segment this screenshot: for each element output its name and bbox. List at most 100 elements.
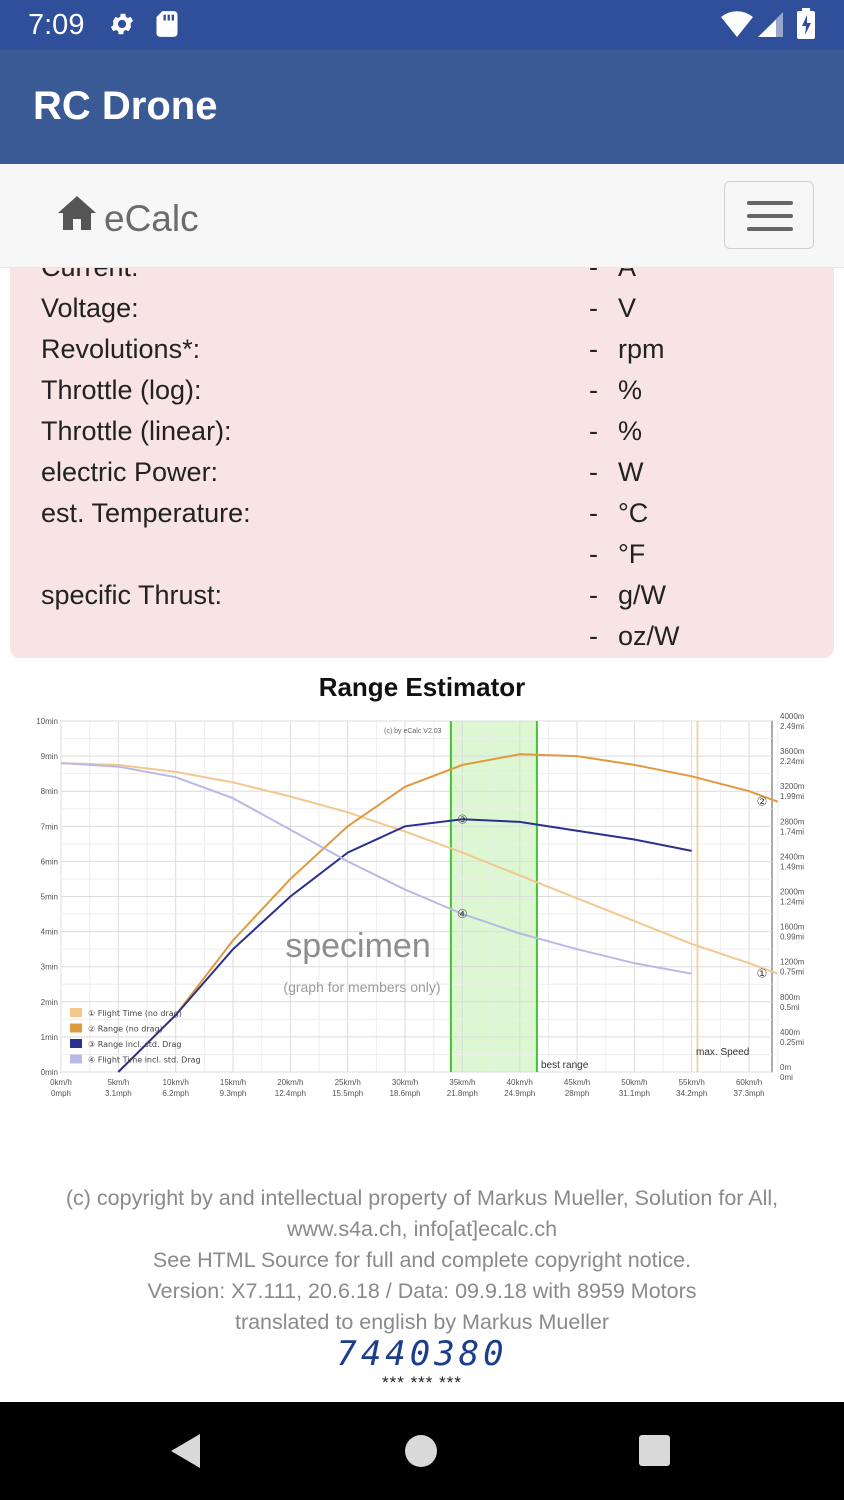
result-unit: V [618, 293, 637, 323]
legend-label: ② Range (no drag) [88, 1025, 163, 1034]
y-right-tick-label: 1.49mi [780, 862, 804, 871]
series-marker: ④ [457, 907, 468, 921]
legend-label: ① Flight Time (no drag) [88, 1009, 182, 1018]
y-right-tick-label: 1600m [780, 923, 805, 932]
y-right-tick-label: 3200m [780, 782, 805, 791]
home-icon[interactable] [57, 194, 97, 232]
notice-line: See HTML Source for full and complete co… [152, 1248, 692, 1272]
result-value: - [589, 498, 598, 528]
result-unit: °F [618, 539, 646, 569]
result-value: - [589, 416, 598, 446]
result-label: est. Temperature: [41, 498, 251, 528]
status-time: 7:09 [28, 9, 85, 41]
x-tick-label: 31.1mph [619, 1089, 650, 1098]
legend-swatch [70, 1054, 82, 1064]
y-left-tick-label: 2min [41, 998, 58, 1007]
chart-title: Range Estimator [318, 672, 526, 702]
contact-line[interactable]: www.s4a.ch, info[at]ecalc.ch [286, 1217, 558, 1241]
x-tick-label: 20km/h [277, 1078, 303, 1087]
y-left-tick-label: 5min [41, 893, 58, 902]
x-tick-label: 18.6mph [389, 1089, 420, 1098]
result-value: - [589, 457, 598, 487]
result-value: - [589, 268, 598, 283]
wifi-icon [721, 11, 753, 37]
y-right-tick-label: 1.24mi [780, 898, 804, 907]
result-row: Throttle (linear): - % [10, 416, 834, 456]
result-unit: g/W [618, 580, 667, 610]
x-tick-label: 55km/h [679, 1078, 705, 1087]
legend-label: ③ Range incl. std. Drag [88, 1040, 182, 1049]
result-unit: °C [618, 498, 649, 528]
y-right-tick-label: 800m [780, 993, 800, 1002]
series-line [60, 762, 692, 975]
y-left-tick-label: 0min [41, 1068, 58, 1077]
y-right-tick-label: 2800m [780, 817, 805, 826]
brand-link[interactable]: eCalc [104, 198, 199, 239]
x-tick-label: 50km/h [621, 1078, 647, 1087]
back-icon[interactable] [168, 1432, 202, 1470]
y-left-tick-label: 10min [36, 717, 58, 726]
footer: (c) copyright by and intellectual proper… [0, 1183, 844, 1338]
y-right-tick-label: 1.74mi [780, 827, 804, 836]
y-right-tick-label: 400m [780, 1028, 800, 1037]
translation-line: translated to english by Markus Mueller [234, 1310, 610, 1334]
legend-swatch [70, 1039, 82, 1048]
y-right-tick-label: 0.5mi [780, 1003, 800, 1012]
status-bar: 7:09 [0, 0, 844, 50]
result-label: Throttle (linear): [41, 416, 232, 446]
max-speed-label: max. Speed [696, 1047, 749, 1058]
x-tick-label: 35km/h [449, 1078, 475, 1087]
x-tick-label: 0mph [51, 1089, 71, 1098]
x-tick-label: 37.3mph [733, 1089, 764, 1098]
x-tick-label: 60km/h [736, 1078, 762, 1087]
watermark-text: specimen [285, 927, 431, 965]
y-right-tick-label: 2.49mi [780, 722, 804, 731]
y-left-tick-label: 6min [41, 857, 58, 866]
x-tick-label: 10km/h [163, 1078, 189, 1087]
results-panel: Current: - A Voltage: - V Revolutions*: … [10, 268, 834, 658]
home-circle-icon[interactable] [405, 1435, 437, 1467]
result-label: specific Thrust: [41, 580, 223, 610]
stars-text: *** *** *** [382, 1373, 462, 1392]
x-tick-label: 45km/h [564, 1078, 590, 1087]
y-right-tick-label: 0mi [780, 1073, 793, 1082]
y-right-tick-label: 0m [780, 1063, 791, 1072]
series-marker: ③ [457, 812, 468, 826]
y-right-tick-label: 4000m [780, 712, 805, 721]
y-left-tick-label: 1min [41, 1033, 58, 1042]
x-tick-label: 9.3mph [220, 1089, 247, 1098]
result-row: Voltage: - V [10, 293, 834, 333]
navbar: eCalc [0, 164, 844, 268]
series-line [60, 762, 779, 975]
result-label: electric Power: [41, 457, 219, 487]
x-tick-label: 0km/h [50, 1078, 72, 1087]
x-tick-label: 40km/h [507, 1078, 533, 1087]
gear-icon [110, 13, 134, 35]
x-tick-label: 3.1mph [105, 1089, 132, 1098]
y-right-tick-label: 3600m [780, 747, 805, 756]
result-unit: oz/W [618, 621, 680, 651]
y-right-tick-label: 0.25mi [780, 1038, 804, 1047]
best-range-label: best range [541, 1060, 589, 1071]
y-right-tick-label: 1.99mi [780, 792, 804, 801]
result-unit: W [618, 457, 644, 487]
result-value: - [589, 375, 598, 405]
x-tick-label: 12.4mph [275, 1089, 306, 1098]
result-value: - [589, 580, 598, 610]
y-right-tick-label: 2000m [780, 888, 805, 897]
sd-card-icon [156, 11, 178, 37]
y-left-tick-label: 4min [41, 928, 58, 937]
x-tick-label: 28mph [565, 1089, 589, 1098]
result-unit: rpm [618, 334, 665, 364]
result-label: Current: [41, 268, 139, 283]
y-left-tick-label: 7min [41, 822, 58, 831]
visitor-counter: 7440380 [336, 1334, 508, 1374]
recents-icon[interactable] [639, 1435, 670, 1466]
result-value: - [589, 539, 598, 569]
result-row: - °F [10, 539, 834, 579]
x-tick-label: 5km/h [107, 1078, 129, 1087]
x-tick-label: 21.8mph [447, 1089, 478, 1098]
result-label: Revolutions*: [41, 334, 201, 364]
y-right-tick-label: 2.24mi [780, 757, 804, 766]
hamburger-menu-icon[interactable] [724, 181, 814, 249]
